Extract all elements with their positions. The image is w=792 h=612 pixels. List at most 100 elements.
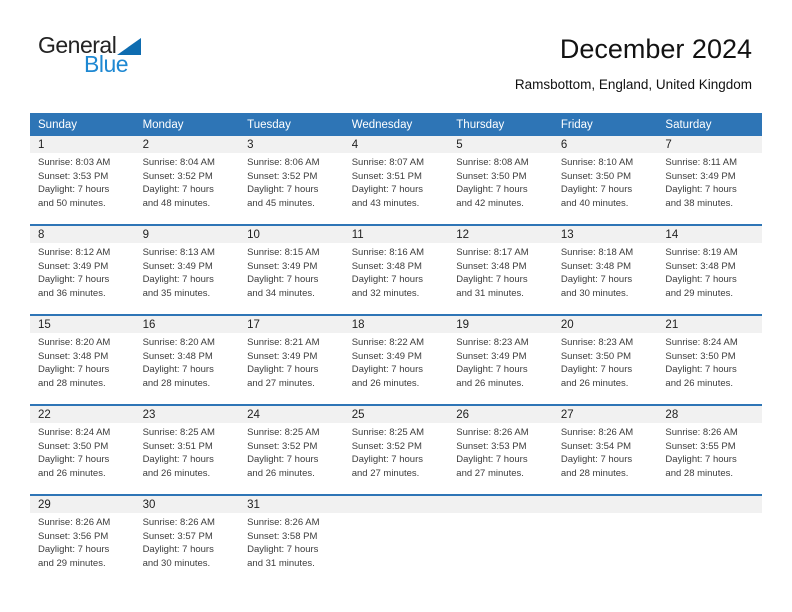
daylight-text: Daylight: 7 hours and 27 minutes. xyxy=(351,454,423,479)
day-number: 27 xyxy=(560,408,574,421)
daylight-text: Daylight: 7 hours and 26 minutes. xyxy=(665,364,737,389)
sunrise-text: Sunrise: 8:08 AM xyxy=(456,157,529,168)
day-number: 16 xyxy=(142,318,156,331)
day-cell: Sunrise: 8:04 AM Sunset: 3:52 PM Daylight:… xyxy=(135,153,240,210)
day-cell: Sunrise: 8:15 AM Sunset: 3:49 PM Daylight:… xyxy=(239,243,344,300)
day-number: 2 xyxy=(142,138,149,151)
daylight-text: Daylight: 7 hours and 43 minutes. xyxy=(351,184,423,209)
weekday-header: Sunday xyxy=(38,118,78,131)
day-number: 24 xyxy=(247,408,260,421)
weekday-header: Friday xyxy=(560,118,593,131)
day-cell xyxy=(344,513,449,570)
day-cell: Sunrise: 8:26 AM Sunset: 3:58 PM Daylight:… xyxy=(239,513,344,570)
sunrise-text: Sunrise: 8:11 AM xyxy=(665,157,738,168)
daylight-text: Daylight: 7 hours and 31 minutes. xyxy=(456,274,528,299)
daylight-text: Daylight: 7 hours and 26 minutes. xyxy=(142,454,214,479)
day-cell xyxy=(448,513,553,570)
day-cell: Sunrise: 8:26 AM Sunset: 3:56 PM Daylight:… xyxy=(30,513,135,570)
sunset-text: Sunset: 3:48 PM xyxy=(665,260,736,272)
day-number: 31 xyxy=(247,498,260,511)
daylight-text: Daylight: 7 hours and 26 minutes. xyxy=(38,454,110,479)
day-number-band: 15 16 17 18 19 20 21 xyxy=(30,316,762,333)
day-cell: Sunrise: 8:26 AM Sunset: 3:53 PM Daylight:… xyxy=(448,423,553,480)
calendar-table: Sunday Monday Tuesday Wednesday Thursday Frid… xyxy=(30,113,762,584)
day-number: 13 xyxy=(560,228,574,241)
day-number: 8 xyxy=(38,228,45,241)
day-cell: Sunrise: 8:25 AM Sunset: 3:52 PM Daylight:… xyxy=(239,423,344,480)
sunset-text: Sunset: 3:50 PM xyxy=(665,350,736,362)
sunrise-text: Sunrise: 8:25 AM xyxy=(351,427,425,438)
logo-text-general: General xyxy=(38,32,117,58)
daylight-text: Daylight: 7 hours and 31 minutes. xyxy=(247,544,319,569)
day-cell: Sunrise: 8:16 AM Sunset: 3:48 PM Daylight:… xyxy=(344,243,449,300)
day-cell: Sunrise: 8:11 AM Sunset: 3:49 PM Daylight:… xyxy=(657,153,762,210)
sunset-text: Sunset: 3:54 PM xyxy=(560,440,632,452)
sunset-text: Sunset: 3:50 PM xyxy=(38,440,109,452)
day-cell: Sunrise: 8:26 AM Sunset: 3:54 PM Daylight:… xyxy=(553,423,658,480)
day-number-band: 22 23 24 25 26 27 28 xyxy=(30,406,762,423)
sunset-text: Sunset: 3:52 PM xyxy=(247,170,318,182)
day-cell: Sunrise: 8:03 AM Sunset: 3:53 PM Daylight:… xyxy=(30,153,135,210)
sunrise-text: Sunrise: 8:26 AM xyxy=(247,517,320,528)
logo-text-blue: Blue xyxy=(84,51,129,77)
sunset-text: Sunset: 3:52 PM xyxy=(142,170,213,182)
daylight-text: Daylight: 7 hours and 48 minutes. xyxy=(142,184,214,209)
day-number: 22 xyxy=(38,408,51,421)
logo-triangle-icon xyxy=(117,38,142,55)
sunrise-text: Sunrise: 8:16 AM xyxy=(351,247,425,258)
sunset-text: Sunset: 3:48 PM xyxy=(351,260,422,272)
day-cell: Sunrise: 8:07 AM Sunset: 3:51 PM Daylight:… xyxy=(344,153,449,210)
sunset-text: Sunset: 3:48 PM xyxy=(560,260,632,272)
weekday-header: Wednesday xyxy=(351,118,413,131)
sunrise-text: Sunrise: 8:15 AM xyxy=(247,247,320,258)
day-number: 5 xyxy=(456,138,463,151)
day-number: 1 xyxy=(38,138,45,151)
sunrise-text: Sunrise: 8:22 AM xyxy=(351,337,425,348)
sunrise-text: Sunrise: 8:06 AM xyxy=(247,157,320,168)
daylight-text: Daylight: 7 hours and 26 minutes. xyxy=(247,454,319,479)
day-number: 10 xyxy=(247,228,260,241)
weekday-header-row: Sunday Monday Tuesday Wednesday Thursday Frid… xyxy=(30,113,762,136)
sunset-text: Sunset: 3:48 PM xyxy=(142,350,213,362)
daylight-text: Daylight: 7 hours and 50 minutes. xyxy=(38,184,110,209)
daylight-text: Daylight: 7 hours and 34 minutes. xyxy=(247,274,319,299)
sunset-text: Sunset: 3:53 PM xyxy=(456,440,527,452)
weekday-header: Thursday xyxy=(456,118,505,131)
sunset-text: Sunset: 3:51 PM xyxy=(351,170,422,182)
sunset-text: Sunset: 3:49 PM xyxy=(665,170,736,182)
daylight-text: Daylight: 7 hours and 28 minutes. xyxy=(38,364,110,389)
sunrise-text: Sunrise: 8:26 AM xyxy=(456,427,529,438)
sunrise-text: Sunrise: 8:26 AM xyxy=(560,427,634,438)
day-cell: Sunrise: 8:22 AM Sunset: 3:49 PM Daylight:… xyxy=(344,333,449,390)
day-number-band: 8 9 10 11 12 13 14 xyxy=(30,226,762,243)
sunrise-text: Sunrise: 8:20 AM xyxy=(38,337,111,348)
sunset-text: Sunset: 3:49 PM xyxy=(142,260,213,272)
day-cell: Sunrise: 8:18 AM Sunset: 3:48 PM Daylight:… xyxy=(553,243,658,300)
sunrise-text: Sunrise: 8:17 AM xyxy=(456,247,529,258)
day-cell: Sunrise: 8:21 AM Sunset: 3:49 PM Daylight:… xyxy=(239,333,344,390)
daylight-text: Daylight: 7 hours and 40 minutes. xyxy=(560,184,633,209)
day-cell: Sunrise: 8:12 AM Sunset: 3:49 PM Daylight:… xyxy=(30,243,135,300)
day-cell: Sunrise: 8:26 AM Sunset: 3:57 PM Daylight:… xyxy=(135,513,240,570)
day-details-band: Sunrise: 8:24 AM Sunset: 3:50 PM Daylight:… xyxy=(30,423,762,480)
sunset-text: Sunset: 3:56 PM xyxy=(38,530,109,542)
week-row: 1 2 3 4 5 6 7 Sunrise: 8:03 AM Sunset: 3:53 PM Da… xyxy=(30,136,762,224)
weekday-header: Monday xyxy=(142,118,184,131)
logo-top-line: General xyxy=(38,32,142,58)
sunset-text: Sunset: 3:48 PM xyxy=(38,350,109,362)
day-number: 23 xyxy=(142,408,156,421)
sunset-text: Sunset: 3:50 PM xyxy=(560,170,632,182)
sunrise-text: Sunrise: 8:26 AM xyxy=(665,427,738,438)
week-row: 29 30 31 Sunrise: 8:26 AM Sunset: 3:56 PM Day… xyxy=(30,494,762,584)
day-number: 14 xyxy=(665,228,679,241)
daylight-text: Daylight: 7 hours and 38 minutes. xyxy=(665,184,737,209)
sunset-text: Sunset: 3:49 PM xyxy=(351,350,422,362)
sunrise-text: Sunrise: 8:07 AM xyxy=(351,157,425,168)
day-number-band: 29 30 31 xyxy=(30,496,762,513)
weekday-header: Saturday xyxy=(665,118,712,131)
day-details-band: Sunrise: 8:12 AM Sunset: 3:49 PM Daylight:… xyxy=(30,243,762,300)
sunrise-text: Sunrise: 8:03 AM xyxy=(38,157,111,168)
sunrise-text: Sunrise: 8:12 AM xyxy=(38,247,111,258)
day-number: 9 xyxy=(142,228,149,241)
